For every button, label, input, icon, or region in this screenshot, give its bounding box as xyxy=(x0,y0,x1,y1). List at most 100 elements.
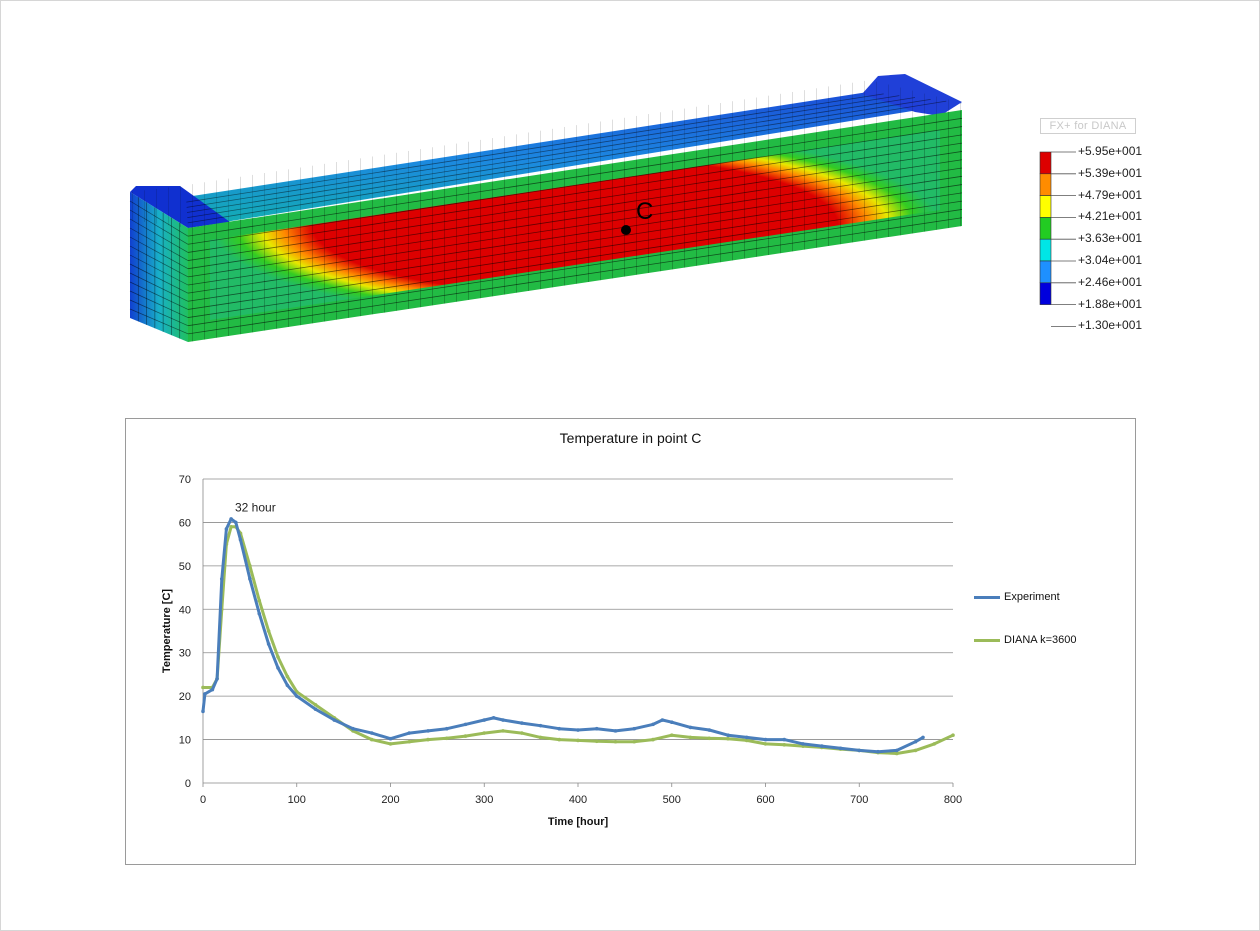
contour-legend: FX+ for DIANA +5.95e+001 +5.39e+001 +4.79e… xyxy=(1038,118,1148,338)
data-point xyxy=(801,742,805,746)
data-point xyxy=(744,738,749,743)
data-point xyxy=(538,735,543,740)
legend-value-label: +5.95e+001 xyxy=(1078,144,1143,158)
legend-entry-experiment: Experiment xyxy=(974,591,1060,603)
legend-color-band xyxy=(1039,260,1052,284)
data-point xyxy=(688,725,693,730)
x-tick-label: 600 xyxy=(756,794,774,806)
thermal-beam-model: C xyxy=(129,74,962,342)
data-point xyxy=(763,737,768,742)
data-point xyxy=(407,731,412,735)
y-tick-label: 30 xyxy=(179,648,191,660)
beam-end-face xyxy=(130,192,188,342)
x-tick-label: 800 xyxy=(944,794,962,806)
point-c-marker xyxy=(621,225,631,235)
data-point xyxy=(501,718,505,722)
data-point xyxy=(707,736,712,741)
data-point xyxy=(557,737,562,742)
data-point xyxy=(951,733,955,738)
legend-value-label: +2.46e+001 xyxy=(1078,274,1143,289)
legend-color-band xyxy=(1039,217,1052,240)
data-point xyxy=(294,690,299,694)
legend-value-label: +1.30e+001 xyxy=(1078,318,1143,333)
data-point xyxy=(726,733,730,738)
data-point xyxy=(632,739,637,744)
legend-color-band xyxy=(1039,151,1052,175)
data-point xyxy=(203,692,207,696)
y-tick-label: 50 xyxy=(179,561,191,573)
data-point xyxy=(332,718,337,722)
data-point xyxy=(426,729,430,733)
data-point xyxy=(594,726,599,731)
data-point xyxy=(651,737,655,742)
data-point xyxy=(234,520,238,525)
data-point xyxy=(613,739,618,744)
data-point xyxy=(782,737,787,742)
legend-title: FX+ for DIANA xyxy=(1040,118,1136,134)
legend-swatch-diana xyxy=(974,638,1000,642)
data-point xyxy=(660,718,665,722)
data-point xyxy=(576,738,580,743)
legend-swatch-experiment xyxy=(974,595,1000,599)
data-point xyxy=(224,527,229,531)
data-point xyxy=(215,676,219,681)
data-point xyxy=(707,728,712,732)
data-point xyxy=(613,729,618,733)
data-point xyxy=(238,538,243,542)
data-point xyxy=(921,735,925,740)
data-point xyxy=(576,728,580,732)
legend-color-band xyxy=(1039,195,1052,218)
point-c-label: C xyxy=(636,198,653,225)
data-point xyxy=(838,746,843,751)
x-tick-label: 0 xyxy=(200,794,206,806)
legend-value-label: +3.04e+001 xyxy=(1078,253,1143,267)
data-point xyxy=(744,735,749,740)
data-point xyxy=(632,726,637,731)
legend-label-experiment: Experiment xyxy=(1004,591,1060,603)
legend-value-label: +4.21e+001 xyxy=(1078,209,1143,224)
data-point xyxy=(444,736,449,741)
series-line-experiment xyxy=(201,517,924,754)
data-point xyxy=(894,748,899,753)
y-tick-label: 40 xyxy=(179,604,191,616)
y-tick-label: 20 xyxy=(179,691,191,703)
chart-title: Temperature in point C xyxy=(559,430,702,446)
data-point xyxy=(257,611,262,616)
data-point xyxy=(201,685,205,690)
data-point xyxy=(538,723,543,728)
data-point xyxy=(669,720,674,724)
data-point xyxy=(651,722,655,727)
y-tick-label: 0 xyxy=(185,778,191,790)
data-point xyxy=(276,666,280,670)
data-point xyxy=(876,749,880,754)
y-tick-label: 10 xyxy=(179,735,191,747)
legend-color-band xyxy=(1039,282,1052,305)
peak-annotation: 32 hour xyxy=(235,500,276,514)
x-axis-title: Time [hour] xyxy=(548,816,609,828)
data-point xyxy=(210,687,215,692)
data-point xyxy=(894,751,899,756)
data-point xyxy=(726,736,730,741)
legend-label-diana: DIANA k=3600 xyxy=(1004,634,1077,646)
data-point xyxy=(426,737,430,742)
data-point xyxy=(407,739,412,744)
data-point xyxy=(444,726,449,731)
data-point xyxy=(248,577,252,581)
data-point xyxy=(276,655,280,659)
data-point xyxy=(313,707,318,711)
data-point xyxy=(463,722,468,727)
x-tick-label: 200 xyxy=(381,794,399,806)
data-point xyxy=(913,739,918,744)
data-point xyxy=(388,742,393,746)
legend-color-bar xyxy=(1039,151,1076,327)
x-tick-label: 300 xyxy=(475,794,493,806)
data-point xyxy=(557,726,562,731)
data-point xyxy=(782,742,787,747)
data-point xyxy=(519,731,524,735)
x-tick-label: 500 xyxy=(663,794,681,806)
legend-value-label: +3.63e+001 xyxy=(1078,231,1143,246)
x-tick-label: 700 xyxy=(850,794,868,806)
data-point xyxy=(388,736,393,741)
data-point xyxy=(369,737,374,742)
